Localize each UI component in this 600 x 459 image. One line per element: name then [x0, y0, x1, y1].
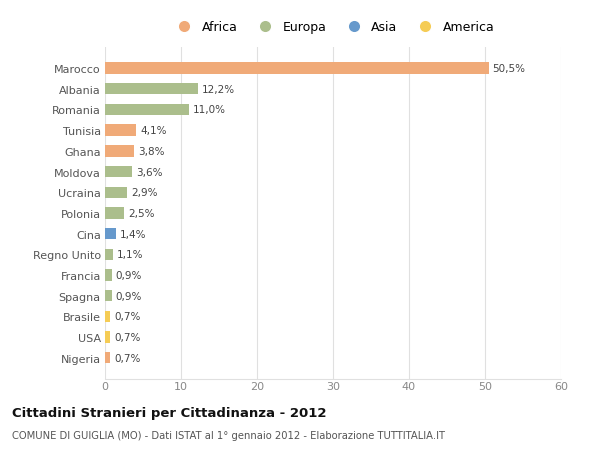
Bar	[105, 270, 112, 281]
Text: 3,6%: 3,6%	[136, 167, 163, 177]
Bar	[105, 105, 188, 116]
Text: 11,0%: 11,0%	[193, 105, 226, 115]
Bar	[105, 84, 198, 95]
Text: 0,9%: 0,9%	[116, 270, 142, 280]
Text: 50,5%: 50,5%	[493, 64, 526, 74]
Text: COMUNE DI GUIGLIA (MO) - Dati ISTAT al 1° gennaio 2012 - Elaborazione TUTTITALIA: COMUNE DI GUIGLIA (MO) - Dati ISTAT al 1…	[12, 431, 445, 441]
Legend: Africa, Europa, Asia, America: Africa, Europa, Asia, America	[167, 17, 499, 39]
Bar	[105, 311, 110, 322]
Bar	[105, 249, 113, 260]
Text: 0,7%: 0,7%	[114, 332, 140, 342]
Text: 2,5%: 2,5%	[128, 208, 154, 218]
Bar	[105, 353, 110, 364]
Text: Cittadini Stranieri per Cittadinanza - 2012: Cittadini Stranieri per Cittadinanza - 2…	[12, 406, 326, 419]
Bar	[105, 63, 489, 74]
Bar	[105, 167, 133, 178]
Bar	[105, 332, 110, 343]
Text: 1,4%: 1,4%	[119, 229, 146, 239]
Bar	[105, 229, 116, 240]
Text: 0,9%: 0,9%	[116, 291, 142, 301]
Text: 0,7%: 0,7%	[114, 312, 140, 322]
Text: 2,9%: 2,9%	[131, 188, 157, 198]
Bar	[105, 291, 112, 302]
Text: 1,1%: 1,1%	[117, 250, 143, 260]
Text: 3,8%: 3,8%	[137, 146, 164, 157]
Text: 12,2%: 12,2%	[202, 84, 235, 95]
Text: 0,7%: 0,7%	[114, 353, 140, 363]
Bar	[105, 146, 134, 157]
Bar	[105, 125, 136, 136]
Text: 4,1%: 4,1%	[140, 126, 166, 136]
Bar	[105, 208, 124, 219]
Bar	[105, 187, 127, 198]
